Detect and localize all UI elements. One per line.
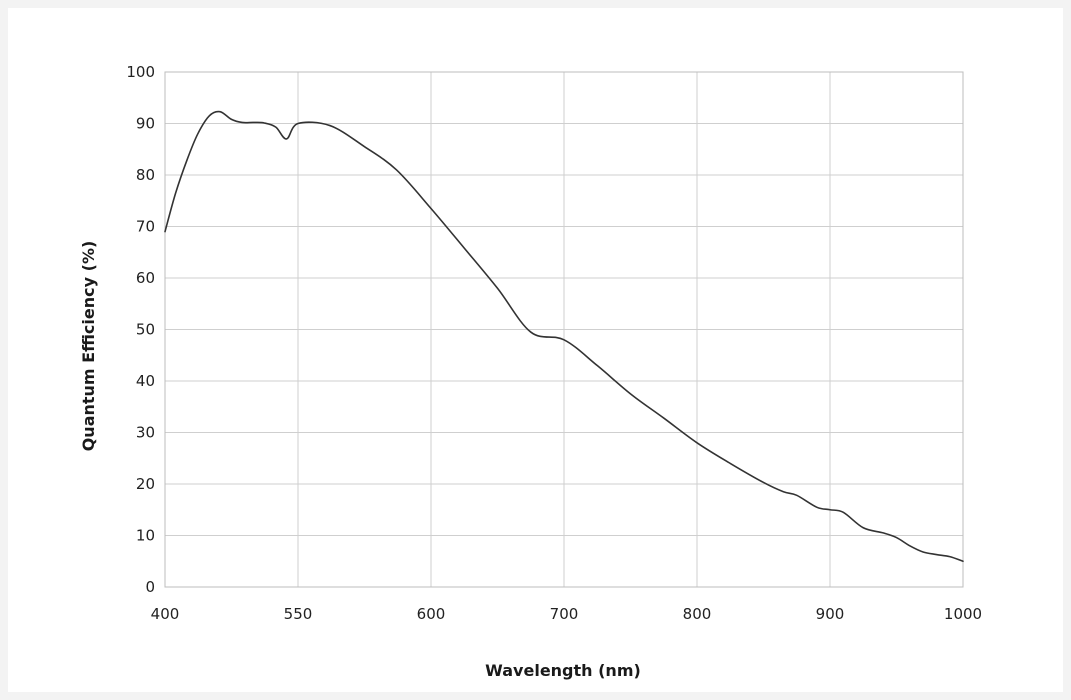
qe-chart: 0 10 20 30 40 50 60 70 80 90 100 400 550 600 700 800 90…: [79, 63, 982, 680]
x-tick-label: 600: [417, 605, 446, 623]
x-tick-labels: 400 550 600 700 800 900 1000: [151, 605, 982, 623]
y-tick-label: 50: [136, 321, 155, 339]
y-tick-labels: 0 10 20 30 40 50 60 70 80 90 100: [126, 63, 155, 596]
x-tick-label: 800: [683, 605, 712, 623]
y-axis-label: Quantum Efficiency (%): [79, 241, 98, 452]
y-tick-label: 30: [136, 424, 155, 442]
chart-panel: 0 10 20 30 40 50 60 70 80 90 100 400 550 600 700 800 90…: [8, 8, 1063, 692]
y-tick-label: 70: [136, 218, 155, 236]
y-tick-label: 10: [136, 527, 155, 545]
x-tick-label: 400: [151, 605, 180, 623]
y-tick-label: 60: [136, 269, 155, 287]
grid: [164, 71, 964, 588]
series-lines: [164, 110, 964, 563]
x-tick-label: 700: [550, 605, 579, 623]
y-tick-label: 40: [136, 372, 155, 390]
x-axis-label: Wavelength (nm): [485, 661, 641, 680]
plot-frame: [164, 71, 964, 588]
x-tick-label: 550: [284, 605, 313, 623]
y-tick-label: 90: [136, 115, 155, 133]
x-tick-label: 1000: [944, 605, 982, 623]
y-tick-label: 0: [145, 578, 155, 596]
y-tick-label: 100: [126, 63, 155, 81]
y-tick-label: 20: [136, 475, 155, 493]
y-tick-label: 80: [136, 166, 155, 184]
qe-series-line: [164, 110, 964, 563]
x-tick-label: 900: [816, 605, 845, 623]
